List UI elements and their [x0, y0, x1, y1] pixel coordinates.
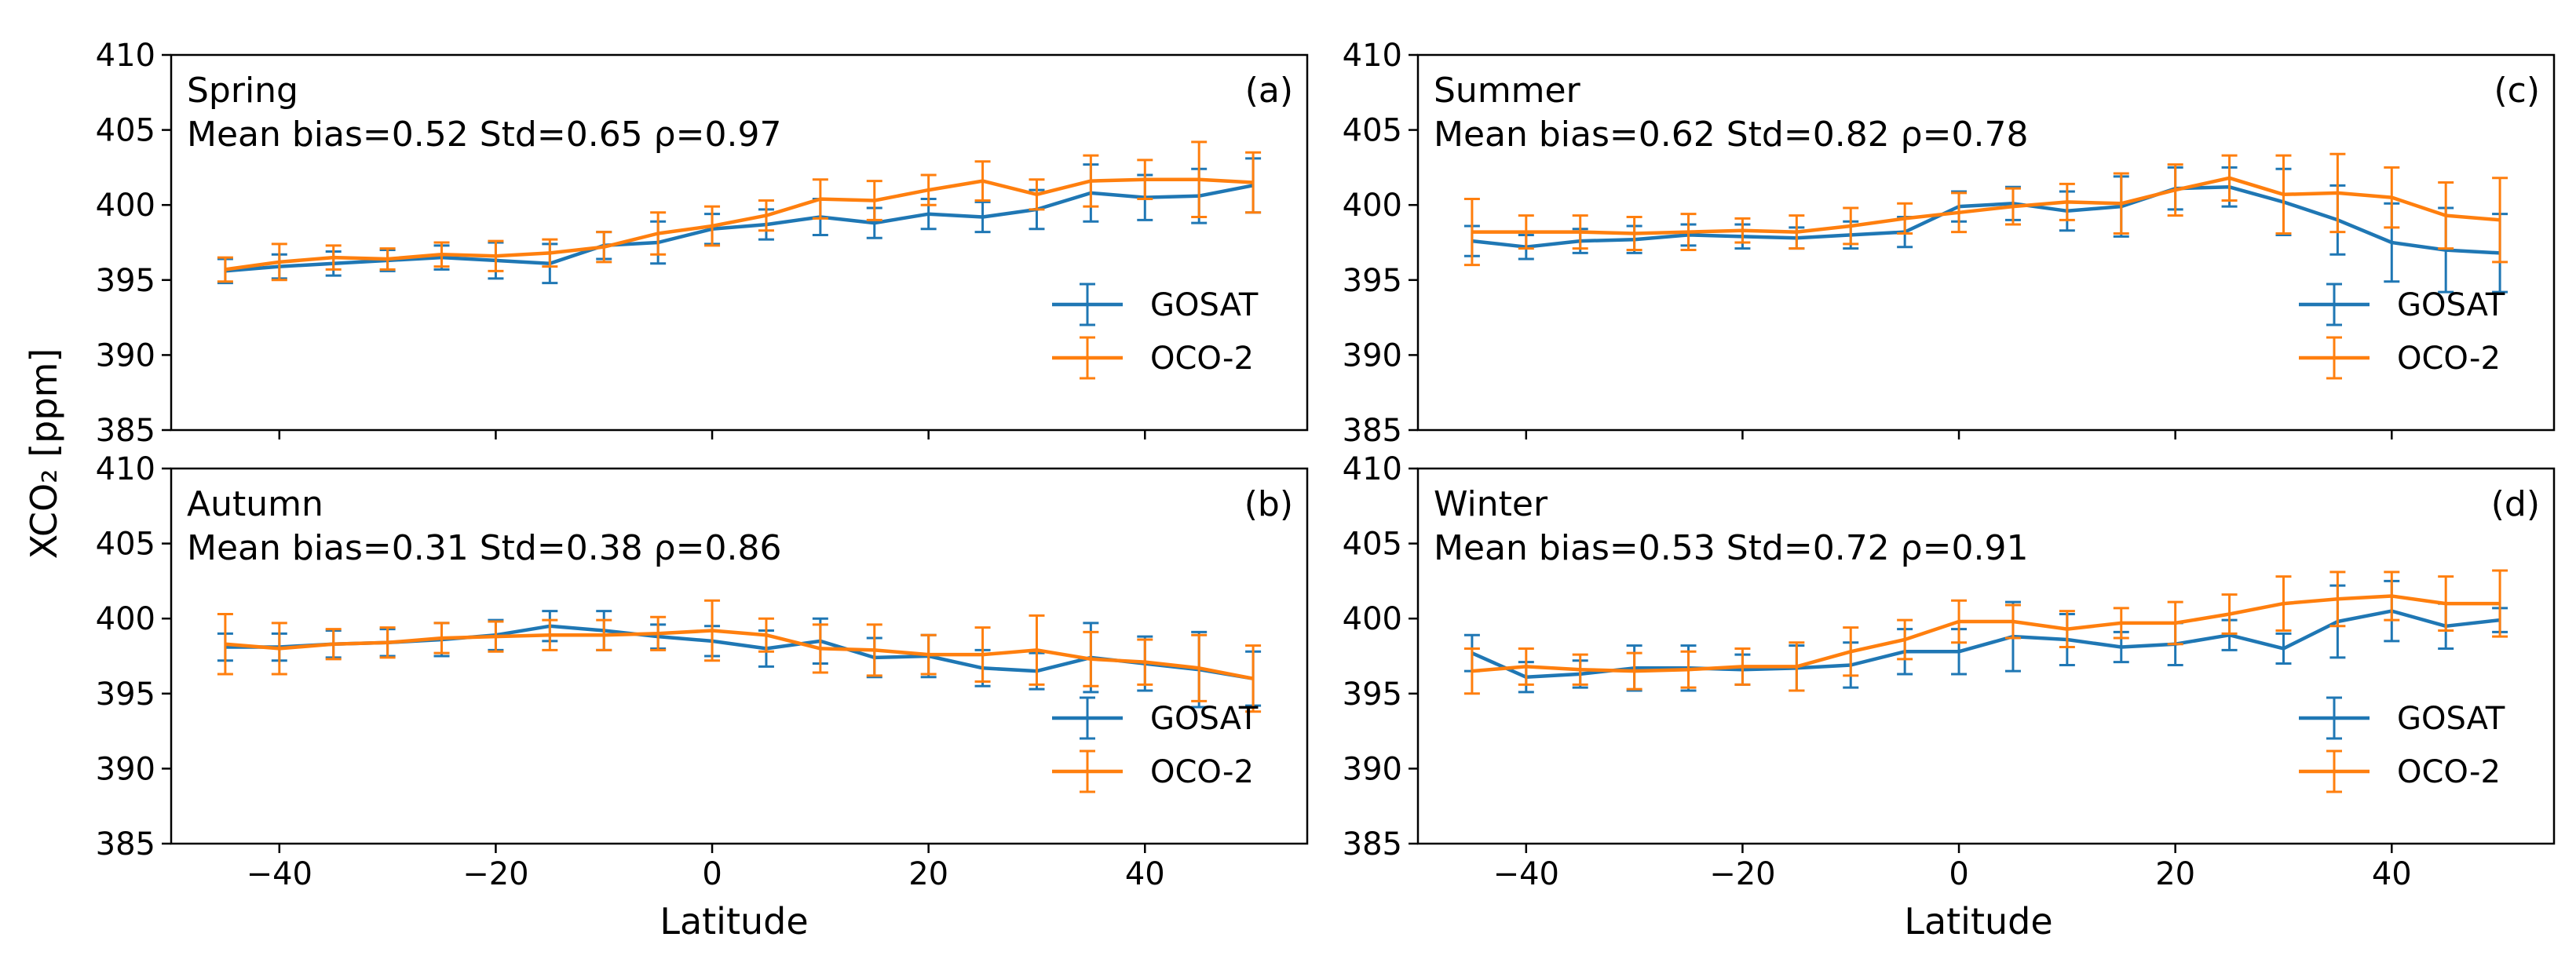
legend-label-gosat: GOSAT [2397, 287, 2505, 323]
stats-label-autumn: Mean bias=0.31 Std=0.38 ρ=0.86 [187, 528, 781, 568]
series-oco-2-summer [1463, 152, 2508, 267]
legend-label-oco-2: OCO-2 [1150, 754, 1254, 790]
season-label-autumn: Autumn [187, 484, 323, 524]
panel-letter-autumn: (b) [1244, 484, 1293, 524]
y-tick-label-winter: 390 [1343, 751, 1402, 787]
series-line-gosat [1471, 609, 2501, 680]
stats-label-summer: Mean bias=0.62 Std=0.82 ρ=0.78 [1434, 115, 2028, 155]
x-tick-label-autumn: 40 [1125, 856, 1165, 892]
legend-label-oco-2: OCO-2 [2397, 341, 2501, 377]
season-label-spring: Spring [187, 71, 298, 111]
panel-letter-winter: (d) [2491, 484, 2540, 524]
series-line-oco-2 [1471, 594, 2501, 673]
x-tick-label-autumn: 0 [702, 856, 722, 892]
y-tick-label-spring: 385 [96, 413, 155, 449]
y-tick-label-autumn: 400 [96, 601, 155, 637]
y-tick-label-autumn: 385 [96, 826, 155, 862]
x-tick-label-winter: 40 [2372, 856, 2412, 892]
stats-label-winter: Mean bias=0.53 Std=0.72 ρ=0.91 [1434, 528, 2028, 568]
x-tick-label-winter: −20 [1709, 856, 1775, 892]
y-tick-label-summer: 385 [1343, 413, 1402, 449]
legend-label-gosat: GOSAT [2397, 701, 2505, 737]
y-tick-label-summer: 405 [1343, 113, 1402, 149]
legend-spring: GOSAT OCO-2 [1052, 283, 1259, 380]
axes-frame-spring [170, 53, 1309, 432]
x-tick-label-autumn: −20 [462, 856, 528, 892]
panel-letter-spring: (a) [1245, 71, 1293, 111]
y-tick-label-spring: 400 [96, 188, 155, 224]
series-oco-2-winter [1463, 569, 2508, 695]
y-tick-label-winter: 405 [1343, 527, 1402, 563]
series-line-oco-2 [225, 177, 1254, 272]
y-tick-label-winter: 410 [1343, 451, 1402, 487]
y-tick-label-autumn: 405 [96, 527, 155, 563]
x-axis-title-left: Latitude [660, 900, 808, 943]
series-gosat-summer [1463, 166, 2508, 294]
x-tick-label-winter: 0 [1949, 856, 1968, 892]
season-label-summer: Summer [1434, 71, 1581, 111]
x-tick-label-autumn: −40 [247, 856, 312, 892]
y-tick-label-spring: 405 [96, 113, 155, 149]
y-tick-label-summer: 390 [1343, 337, 1402, 374]
axes-frame-summer [1416, 53, 2556, 432]
x-axis-title-right: Latitude [1904, 900, 2052, 943]
axes-frame-winter [1416, 467, 2556, 845]
legend-winter: GOSAT OCO-2 [2299, 696, 2505, 793]
legend-label-gosat: GOSAT [1150, 701, 1259, 737]
panel-winter: 385 390 395 400 405 410 −40 −20 0 20 40 WinterMean … [1343, 451, 2556, 892]
x-tick-label-winter: −40 [1493, 856, 1559, 892]
x-tick-label-autumn: 20 [908, 856, 948, 892]
x-tick-label-winter: 20 [2155, 856, 2195, 892]
panel-letter-summer: (c) [2494, 71, 2540, 111]
y-tick-label-summer: 395 [1343, 263, 1402, 299]
y-tick-label-winter: 400 [1343, 601, 1402, 637]
y-tick-label-summer: 410 [1343, 38, 1402, 74]
y-tick-label-autumn: 410 [96, 451, 155, 487]
y-tick-label-autumn: 390 [96, 751, 155, 787]
series-oco-2-spring [217, 140, 1262, 283]
stats-label-spring: Mean bias=0.52 Std=0.65 ρ=0.97 [187, 115, 781, 155]
panel-autumn: 385 390 395 400 405 410 −40 −20 0 20 40 AutumnMean … [96, 451, 1309, 892]
legend-label-gosat: GOSAT [1150, 287, 1259, 323]
legend-summer: GOSAT OCO-2 [2299, 283, 2505, 380]
y-tick-label-summer: 400 [1343, 188, 1402, 224]
axes-frame-autumn [170, 467, 1309, 845]
legend-autumn: GOSAT OCO-2 [1052, 696, 1259, 793]
series-line-oco-2 [1471, 176, 2501, 235]
y-tick-label-spring: 390 [96, 337, 155, 374]
y-axis-title: XCO₂ [ppm] [23, 348, 65, 560]
y-tick-label-winter: 395 [1343, 676, 1402, 713]
series-line-oco-2 [225, 629, 1254, 680]
y-tick-label-autumn: 395 [96, 676, 155, 713]
series-line-gosat [1471, 185, 2501, 255]
y-tick-label-winter: 385 [1343, 826, 1402, 862]
y-tick-label-spring: 395 [96, 263, 155, 299]
legend-label-oco-2: OCO-2 [1150, 341, 1254, 377]
y-tick-label-spring: 410 [96, 38, 155, 74]
season-label-winter: Winter [1434, 484, 1548, 524]
legend-label-oco-2: OCO-2 [2397, 754, 2501, 790]
series-oco-2-autumn [217, 599, 1262, 713]
